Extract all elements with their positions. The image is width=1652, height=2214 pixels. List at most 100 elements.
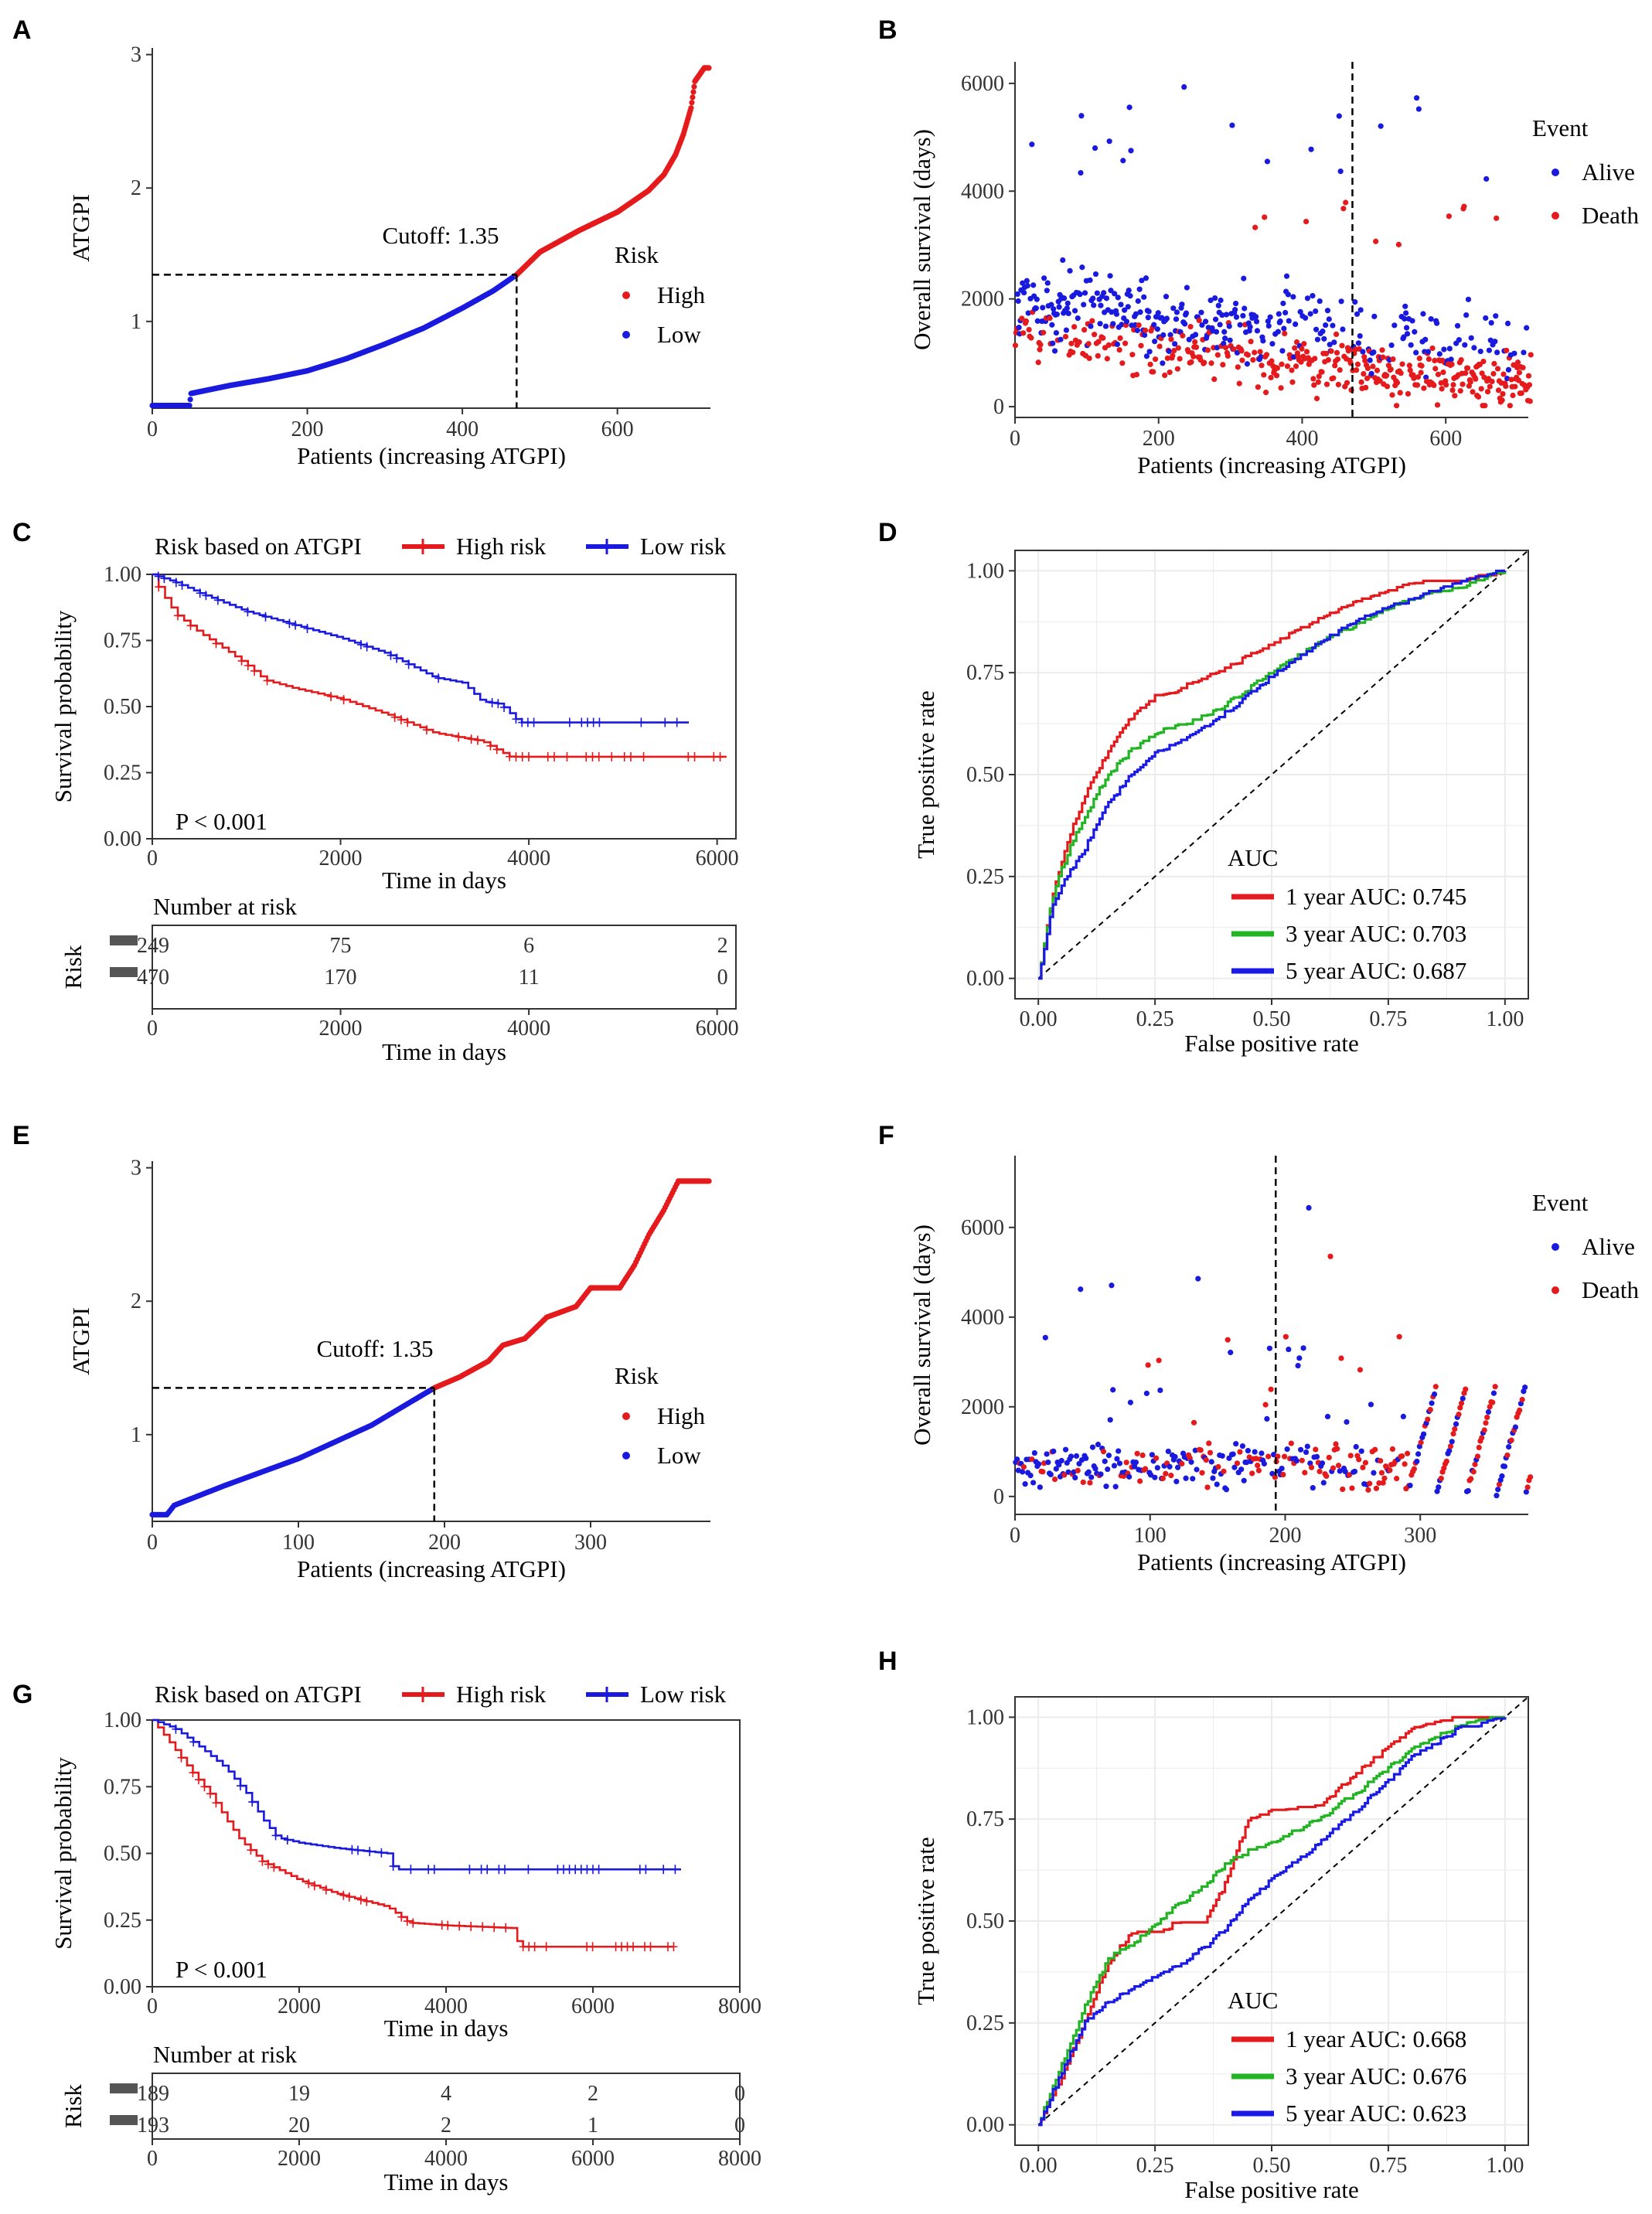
point	[1288, 1440, 1294, 1446]
legend-key	[622, 331, 630, 339]
x-tick-label: 0.75	[1369, 2154, 1407, 2178]
point	[1403, 325, 1410, 331]
point	[1020, 280, 1026, 286]
x-tick-label: 100	[282, 1531, 315, 1555]
point	[1103, 295, 1110, 301]
x-axis-title: Time in days	[382, 867, 506, 894]
point	[1464, 365, 1471, 371]
legend: Risk High Low	[615, 1362, 706, 1469]
point	[1494, 349, 1500, 356]
point	[1431, 382, 1437, 389]
point	[1297, 308, 1303, 315]
point	[1439, 386, 1445, 392]
point	[1465, 1487, 1471, 1494]
point	[1051, 306, 1057, 312]
point	[1293, 321, 1299, 328]
point	[1223, 312, 1230, 318]
legend-key	[1552, 169, 1559, 176]
point	[1044, 280, 1051, 286]
censor-mark	[530, 1942, 539, 1952]
x-tick-label: 8000	[718, 2147, 761, 2171]
point	[1138, 342, 1144, 349]
x-tick-label: 200	[1143, 427, 1175, 451]
point	[1483, 1420, 1489, 1426]
point	[1160, 1475, 1166, 1482]
censor-mark	[356, 639, 365, 649]
point	[1367, 1480, 1373, 1487]
point	[1485, 1408, 1492, 1415]
point	[1277, 318, 1283, 325]
point	[1440, 369, 1446, 376]
point	[1135, 298, 1141, 305]
x-tick-label: 400	[446, 417, 479, 441]
point	[1363, 384, 1369, 390]
point	[187, 397, 193, 403]
point	[1183, 1475, 1189, 1481]
point	[1192, 332, 1199, 338]
point	[1116, 1448, 1122, 1454]
point	[1034, 296, 1040, 302]
censor-mark	[490, 1923, 499, 1933]
point	[688, 105, 694, 111]
point	[1232, 301, 1239, 307]
censor-mark	[444, 1920, 452, 1930]
point	[1504, 1452, 1511, 1459]
censor-mark	[322, 1885, 330, 1895]
point	[1462, 342, 1468, 348]
legend-key	[1552, 1243, 1559, 1251]
point	[706, 1178, 712, 1184]
censor-mark	[212, 639, 220, 649]
legend-label: Low risk	[640, 1681, 727, 1708]
point	[1508, 1437, 1514, 1443]
point	[1463, 312, 1470, 318]
point	[1240, 312, 1246, 319]
p-value: P < 0.001	[175, 1956, 267, 1983]
point	[1266, 1345, 1272, 1351]
point	[1494, 366, 1501, 372]
censor-mark	[339, 1890, 348, 1900]
point	[1310, 292, 1316, 299]
point	[1265, 318, 1271, 325]
legend: AUC 1 year AUC: 0.745 3 year AUC: 0.703 5 y…	[1228, 844, 1466, 984]
point	[1168, 1473, 1174, 1479]
point	[1208, 360, 1214, 366]
censor-mark	[407, 1865, 415, 1875]
point	[1091, 302, 1097, 308]
point	[1446, 213, 1452, 220]
roc-curve-1	[1038, 569, 1505, 980]
point	[1122, 307, 1128, 313]
point	[1422, 336, 1429, 342]
y-tick-label: 0	[993, 1485, 1004, 1509]
point	[1179, 1460, 1185, 1467]
point	[1475, 393, 1482, 400]
point	[1312, 356, 1318, 362]
point	[1016, 325, 1022, 331]
y-tick-label: 0.00	[104, 1975, 141, 1999]
point	[1098, 1471, 1104, 1477]
risk-table-cell: 2	[717, 934, 728, 958]
risk-table-cell: 1	[588, 2114, 598, 2137]
point	[1431, 1391, 1438, 1398]
point	[1192, 339, 1198, 345]
point	[1174, 1464, 1181, 1470]
legend-label: 5 year AUC: 0.623	[1286, 2100, 1466, 2127]
point	[1020, 1469, 1026, 1475]
point	[1374, 367, 1381, 373]
point	[1411, 1466, 1417, 1472]
point	[1272, 1474, 1278, 1480]
censor-mark	[473, 735, 482, 745]
point	[1109, 309, 1115, 315]
point	[1334, 349, 1340, 356]
point	[1147, 361, 1153, 367]
point	[1064, 305, 1070, 312]
point	[1031, 1449, 1037, 1456]
point	[1248, 339, 1254, 345]
censor-mark	[512, 714, 520, 724]
point	[1125, 304, 1131, 310]
point	[1353, 367, 1360, 373]
point	[1133, 311, 1139, 317]
point	[1089, 318, 1095, 324]
x-tick-label: 0.50	[1253, 1007, 1291, 1031]
point	[1152, 356, 1159, 363]
point	[1303, 349, 1310, 355]
